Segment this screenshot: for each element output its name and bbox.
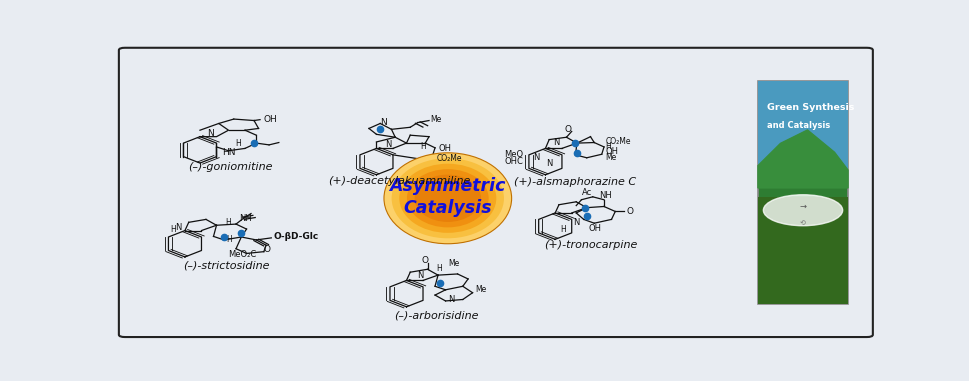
Text: H: H	[171, 226, 176, 234]
Text: MeO₂C: MeO₂C	[229, 250, 257, 259]
Text: O: O	[627, 207, 634, 216]
Text: H: H	[226, 235, 232, 245]
Text: NH: NH	[239, 214, 252, 223]
Text: OH: OH	[589, 224, 602, 233]
Text: N: N	[546, 158, 552, 168]
Text: H: H	[436, 264, 442, 272]
Text: N: N	[573, 218, 579, 227]
Text: OH: OH	[438, 144, 451, 153]
Text: CO₂Me: CO₂Me	[606, 138, 631, 146]
Ellipse shape	[399, 164, 496, 233]
FancyBboxPatch shape	[758, 81, 848, 304]
Text: OH: OH	[606, 147, 618, 157]
Bar	[758, 81, 848, 188]
Text: CO₂Me: CO₂Me	[436, 154, 462, 163]
Text: N: N	[417, 271, 423, 280]
Text: O: O	[565, 125, 572, 134]
Text: HN: HN	[223, 148, 236, 157]
Text: Me: Me	[430, 115, 442, 124]
Text: N: N	[553, 138, 560, 147]
Text: H: H	[226, 218, 232, 227]
Text: N: N	[207, 129, 214, 138]
Text: (+)-deacetylakuammiline: (+)-deacetylakuammiline	[328, 176, 470, 186]
Text: (–)-goniomitine: (–)-goniomitine	[188, 162, 272, 173]
Text: Me: Me	[476, 285, 486, 294]
Ellipse shape	[391, 158, 504, 238]
Text: O-βD-Glc: O-βD-Glc	[273, 232, 319, 242]
Text: (–)-arborisidine: (–)-arborisidine	[394, 310, 479, 320]
Text: MeO: MeO	[504, 150, 523, 159]
Circle shape	[764, 195, 843, 226]
Text: H: H	[560, 224, 566, 234]
Text: and Catalysis: and Catalysis	[766, 121, 830, 130]
Ellipse shape	[384, 153, 512, 244]
Text: NH: NH	[599, 191, 611, 200]
Text: N: N	[449, 295, 454, 304]
Text: Ac: Ac	[581, 189, 592, 197]
Text: OHC: OHC	[504, 157, 523, 166]
Text: N: N	[386, 140, 391, 149]
Text: (+)-tronocarpine: (+)-tronocarpine	[545, 240, 638, 250]
Text: OH: OH	[264, 115, 277, 124]
Polygon shape	[758, 130, 848, 188]
Text: Me: Me	[606, 153, 616, 162]
Text: Catalysis: Catalysis	[403, 199, 492, 217]
Text: Green Synthesis: Green Synthesis	[766, 103, 855, 112]
Ellipse shape	[415, 174, 481, 222]
Text: H: H	[235, 139, 241, 147]
Ellipse shape	[407, 169, 488, 227]
Text: H: H	[420, 142, 425, 150]
Text: →: →	[799, 201, 806, 210]
Bar	[758, 197, 848, 304]
Text: (–)-strictosidine: (–)-strictosidine	[183, 260, 269, 270]
Text: N: N	[174, 223, 181, 232]
Text: Asymmetric: Asymmetric	[390, 176, 506, 195]
Text: H: H	[606, 142, 611, 151]
Text: Me: Me	[448, 259, 459, 268]
Text: O: O	[422, 256, 428, 265]
Text: N: N	[380, 118, 387, 127]
Text: ⟲: ⟲	[800, 221, 806, 227]
Text: O: O	[264, 245, 270, 254]
Text: (+)-alsmaphorazine C: (+)-alsmaphorazine C	[515, 177, 637, 187]
Text: N: N	[533, 153, 540, 162]
